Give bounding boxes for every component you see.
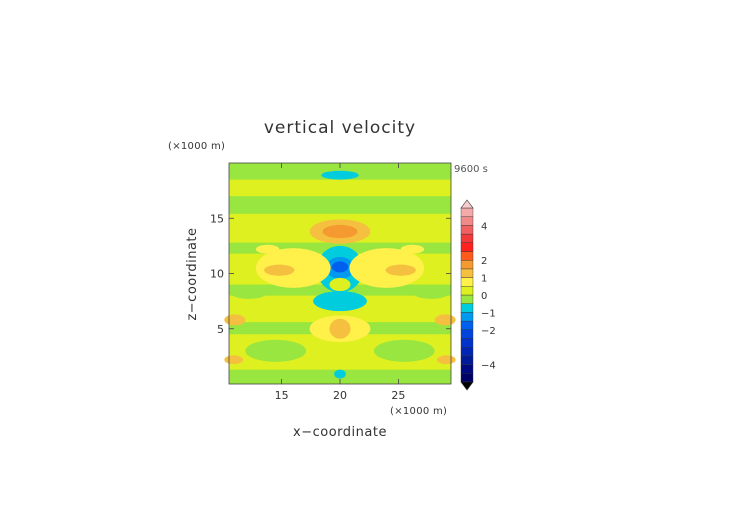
field-feature <box>313 291 367 312</box>
field-feature <box>434 314 456 326</box>
colorbar-swatch <box>460 286 474 296</box>
colorbar-swatch <box>460 207 474 217</box>
field-feature <box>412 285 450 299</box>
velocity-field <box>224 163 456 384</box>
x-tick-label: 20 <box>333 389 347 402</box>
field-feature <box>245 339 307 362</box>
y-tick-label: 15 <box>210 212 224 225</box>
colorbar-tick-label: 0 <box>481 291 487 302</box>
field-feature <box>329 277 351 292</box>
colorbar-tick-label: 4 <box>481 221 487 232</box>
y-tick-label: 10 <box>210 268 224 281</box>
field-feature <box>321 170 359 180</box>
colorbar-tick-label: −1 <box>481 308 496 319</box>
colorbar-extend-top <box>460 199 474 209</box>
x-tick-label: 15 <box>275 389 289 402</box>
field-feature <box>385 264 416 276</box>
colorbar-swatch <box>460 329 474 339</box>
y-axis-ticks: 5 10 15 <box>210 212 451 336</box>
field-feature <box>224 314 246 326</box>
x-axis-ticks: 15 20 25 <box>275 163 405 402</box>
field-feature <box>322 224 358 239</box>
field-feature <box>224 355 244 365</box>
colorbar-swatch <box>460 277 474 287</box>
field-feature <box>373 339 435 362</box>
colorbar: 4 2 1 0 −1 −2 −4 <box>460 199 496 391</box>
field-feature <box>255 244 280 254</box>
colorbar-swatch <box>460 373 474 383</box>
x-axis-unit: (×1000 m) <box>390 406 447 417</box>
x-tick-label: 25 <box>391 389 405 402</box>
colorbar-swatch <box>460 260 474 270</box>
colorbar-extend-bottom <box>460 381 474 391</box>
y-axis-label: z−coordinate <box>185 227 200 320</box>
colorbar-tick-label: 1 <box>481 274 487 285</box>
colorbar-swatch <box>460 303 474 313</box>
field-feature <box>230 285 268 299</box>
colorbar-swatch <box>460 347 474 357</box>
plot-title: vertical velocity <box>264 118 416 138</box>
field-feature <box>255 248 331 288</box>
colorbar-swatch <box>460 320 474 331</box>
field-feature <box>436 355 456 365</box>
colorbar-swatch <box>460 242 474 252</box>
field-feature <box>400 244 425 254</box>
colorbar-tick-label: −4 <box>481 361 496 372</box>
colorbar-tick-label: 2 <box>481 256 487 267</box>
colorbar-swatch <box>460 233 474 244</box>
field-band <box>229 196 451 214</box>
colorbar-swatch <box>460 364 474 374</box>
colorbar-swatch <box>460 216 474 226</box>
colorbar-swatch <box>460 338 474 348</box>
colorbar-swatch <box>460 355 474 365</box>
colorbar-swatch <box>460 268 474 278</box>
field-feature <box>264 264 295 276</box>
field-feature <box>334 369 346 379</box>
colorbar-swatch <box>460 251 474 261</box>
time-label: 9600 s <box>454 164 488 175</box>
x-axis-label: x−coordinate <box>293 425 387 440</box>
colorbar-tick-label: −2 <box>481 326 496 337</box>
field-feature <box>331 261 349 273</box>
colorbar-swatch <box>460 225 474 235</box>
y-tick-label: 5 <box>217 323 224 336</box>
field-feature <box>329 318 351 339</box>
y-axis-unit: (×1000 m) <box>168 141 225 152</box>
field-feature <box>349 248 425 288</box>
colorbar-swatch <box>460 312 474 322</box>
colorbar-swatch <box>460 294 474 304</box>
